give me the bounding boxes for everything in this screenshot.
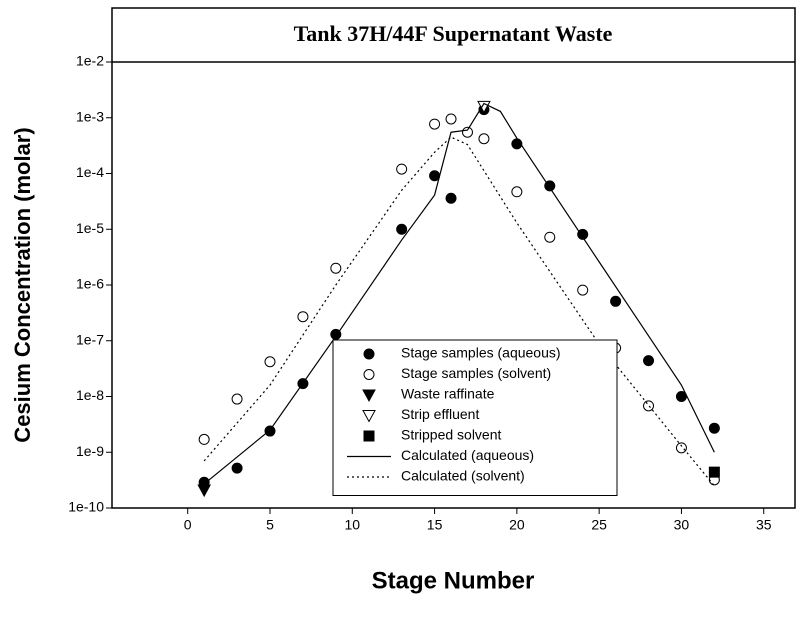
data-point xyxy=(577,284,589,296)
legend-label: Calculated (solvent) xyxy=(401,468,525,484)
x-tick-label: 25 xyxy=(591,517,607,533)
data-point xyxy=(197,484,212,498)
frame xyxy=(111,7,796,509)
x-tick-label: 15 xyxy=(427,517,443,533)
y-tick-label: 1e-7 xyxy=(76,331,104,347)
data-point xyxy=(675,442,687,454)
y-tick-label: 1e-2 xyxy=(76,53,104,69)
data-point xyxy=(708,422,720,434)
data-point xyxy=(544,231,556,243)
legend-box xyxy=(332,339,618,496)
x-tick-label: 35 xyxy=(756,517,772,533)
x-tick-label: 30 xyxy=(674,517,690,533)
data-point xyxy=(396,163,408,175)
data-point xyxy=(297,311,309,323)
data-point xyxy=(330,262,342,274)
x-tick-label: 5 xyxy=(266,517,274,533)
data-point xyxy=(708,466,720,478)
data-point xyxy=(478,133,490,145)
data-point xyxy=(231,393,243,405)
data-point xyxy=(461,126,473,138)
data-point xyxy=(643,355,655,367)
data-point xyxy=(264,425,276,437)
y-tick-label: 1e-4 xyxy=(76,164,104,180)
y-tick-label: 1e-8 xyxy=(76,387,104,403)
legend-marker xyxy=(362,410,376,423)
y-tick-label: 1e-10 xyxy=(68,499,104,515)
legend-marker xyxy=(363,430,375,442)
y-axis-label: Cesium Concentration (molar) xyxy=(10,127,35,442)
data-point xyxy=(264,356,276,368)
legend-label: Stage samples (solvent) xyxy=(401,365,551,381)
legend-marker xyxy=(363,369,375,380)
y-tick-label: 1e-6 xyxy=(76,276,104,292)
x-tick-label: 20 xyxy=(509,517,525,533)
calc-line xyxy=(203,136,715,487)
legend-label: Strip effluent xyxy=(401,406,479,422)
data-point xyxy=(610,295,622,307)
data-point xyxy=(445,113,457,125)
data-point xyxy=(396,223,408,235)
data-point xyxy=(477,100,491,114)
data-point xyxy=(429,118,441,130)
y-tick-label: 1e-9 xyxy=(76,443,104,459)
x-tick-label: 10 xyxy=(344,517,360,533)
y-tick-label: 1e-5 xyxy=(76,220,104,236)
data-point xyxy=(445,192,457,204)
legend: Stage samples (aqueous) Stage samples (so… xyxy=(332,339,618,496)
calc-line xyxy=(203,102,715,485)
y-tick-label: 1e-3 xyxy=(76,108,104,124)
x-axis-label: Stage Number xyxy=(372,567,535,594)
data-point xyxy=(511,186,523,198)
legend-label: Waste raffinate xyxy=(401,386,495,402)
legend-label: Stripped solvent xyxy=(401,427,502,443)
x-tick-label: 0 xyxy=(184,517,192,533)
data-point xyxy=(231,462,243,474)
chart-title: Tank 37H/44F Supernatant Waste xyxy=(294,21,613,46)
legend-marker xyxy=(362,389,376,403)
legend-label: Calculated (aqueous) xyxy=(401,447,534,463)
data-point xyxy=(198,433,210,445)
legend-marker xyxy=(363,348,375,360)
data-point xyxy=(577,228,589,240)
data-point xyxy=(429,170,441,182)
data-point xyxy=(643,400,655,412)
legend-label: Stage samples (aqueous) xyxy=(401,345,561,361)
